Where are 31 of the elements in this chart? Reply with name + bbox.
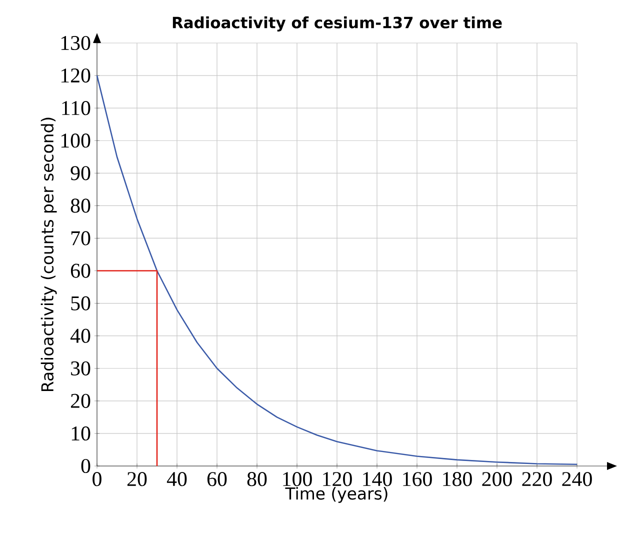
x-tick-label: 220: [522, 472, 552, 486]
x-tick-label: 80: [247, 472, 267, 486]
y-tick-label: 80: [70, 198, 90, 213]
y-tick-label: 130: [61, 36, 90, 50]
y-tick-label: 30: [71, 361, 90, 376]
y-tick-label: 70: [71, 231, 90, 246]
x-tick-label: 180: [443, 472, 472, 486]
x-tick-label: 0: [92, 472, 102, 486]
x-tick-label: 200: [482, 472, 512, 486]
y-tick-label: 120: [61, 68, 90, 83]
y-tick-label: 20: [70, 394, 90, 408]
x-tick-label: 60: [207, 472, 227, 486]
chart-title: Radioactivity of cesium-137 over time: [172, 16, 502, 32]
y-axis-title: Radioactivity (counts per second): [40, 118, 57, 391]
x-tick-label: 40: [166, 472, 187, 486]
y-tick-label: 100: [61, 134, 90, 148]
x-tick-label: 100: [283, 472, 312, 486]
x-tick-label: 120: [323, 472, 352, 486]
y-tick-label: 50: [71, 296, 90, 310]
y-tick-label: 0: [81, 458, 90, 474]
y-tick-label: 10: [72, 426, 90, 441]
x-tick-label: 20: [127, 472, 147, 486]
x-tick-label: 140: [363, 472, 392, 486]
y-tick-label: 110: [62, 101, 90, 116]
line-series: [96, 74, 578, 466]
y-tick-label: 60: [70, 264, 90, 278]
y-tick-label: 90: [70, 166, 90, 180]
y-tick-label: 40: [70, 328, 90, 343]
x-axis-title: Time (years): [285, 486, 388, 503]
x-tick-label: 240: [562, 472, 592, 486]
x-tick-label: 160: [403, 472, 432, 486]
